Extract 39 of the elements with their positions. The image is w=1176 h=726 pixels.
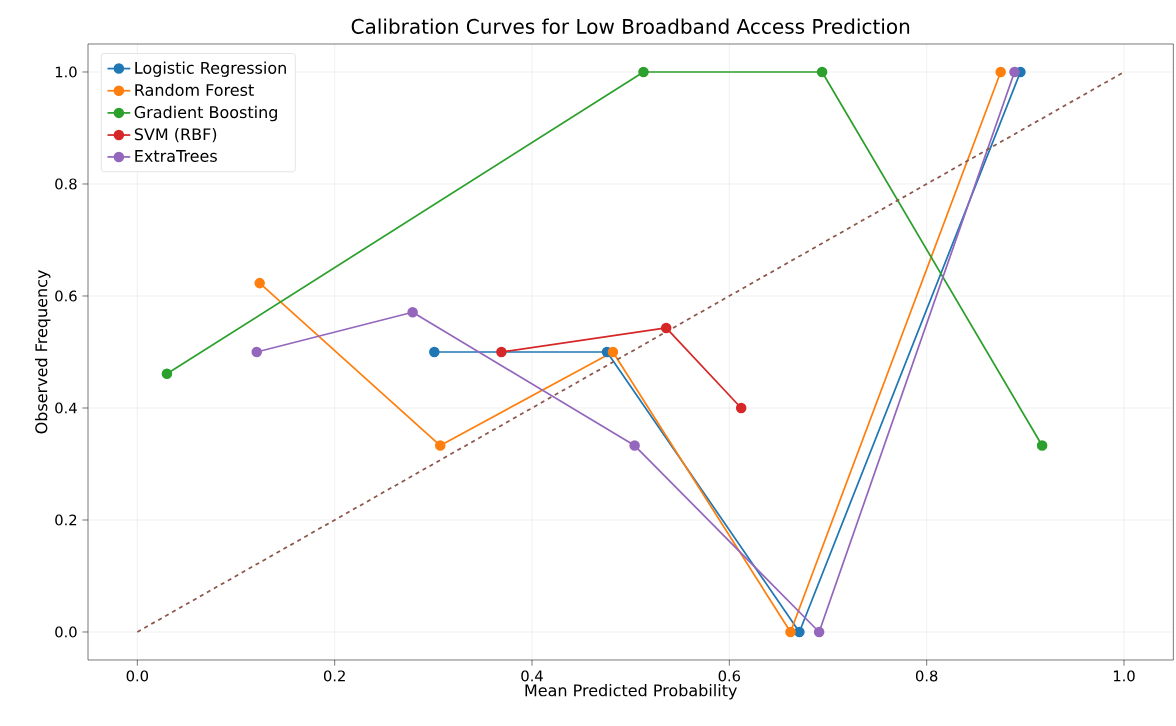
x-tick-label: 0.8 <box>915 670 938 682</box>
y-tick-label: 0.6 <box>55 290 77 302</box>
point <box>629 440 640 451</box>
point <box>254 277 265 289</box>
x-tick-label: 0.0 <box>126 670 149 682</box>
x-tick-label: 0.6 <box>718 670 741 682</box>
x-tick-label: 1.0 <box>1113 670 1135 682</box>
point <box>1036 440 1048 451</box>
x-tick-label: 0.2 <box>323 670 345 682</box>
y-tick-label: 0.2 <box>55 514 77 526</box>
legend-label: Random Forest <box>135 83 254 97</box>
chart-title: Calibration Curves for Low Broadband Access Prediction <box>351 18 910 34</box>
legend-label: Logistic Regression <box>135 61 286 77</box>
point <box>638 66 649 78</box>
y-tick-label: 0.0 <box>55 626 77 638</box>
point <box>161 368 173 380</box>
point <box>434 440 446 451</box>
y-tick-label: 0.8 <box>55 178 77 190</box>
x-tick-label: 0.4 <box>521 670 543 682</box>
point <box>785 626 796 638</box>
point <box>607 346 619 358</box>
x-axis-title: Mean Predicted Probability <box>525 683 737 700</box>
legend-label: SVM (RBF) <box>134 127 217 143</box>
point <box>995 66 1006 78</box>
y-tick-label: 1.0 <box>55 66 77 78</box>
point <box>813 626 825 638</box>
point <box>1009 66 1020 78</box>
point <box>407 306 418 318</box>
point <box>660 322 672 334</box>
point <box>735 402 747 414</box>
point <box>251 346 262 358</box>
legend-label: ExtraTrees <box>135 150 217 163</box>
y-tick-label: 0.4 <box>55 402 77 414</box>
point <box>794 626 805 638</box>
point <box>816 66 828 78</box>
legend-label: Gradient Boosting <box>134 105 277 122</box>
point <box>429 346 440 358</box>
point <box>496 346 507 358</box>
y-axis-title: Observed Frequency <box>34 270 51 434</box>
